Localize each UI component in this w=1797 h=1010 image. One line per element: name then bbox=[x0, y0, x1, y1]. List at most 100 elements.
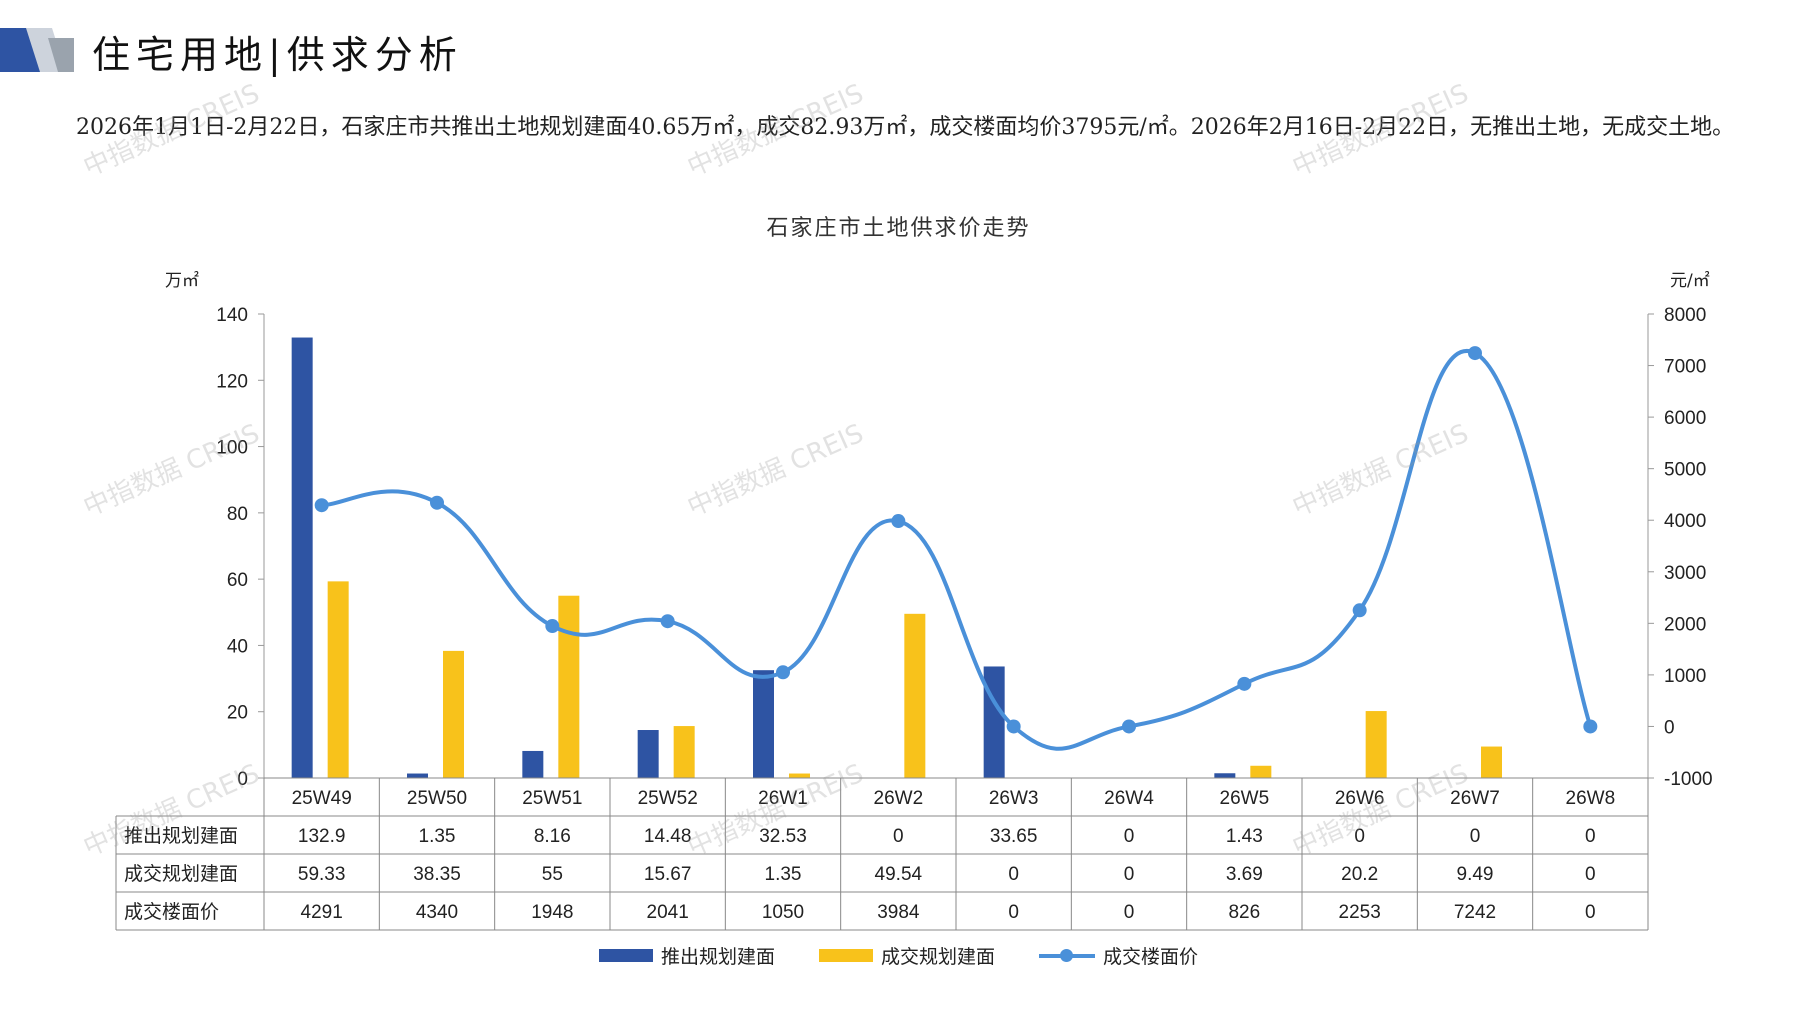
chart-title: 石家庄市土地供求价走势 bbox=[766, 216, 1031, 241]
legend-label-deal: 成交规划建面 bbox=[880, 946, 995, 968]
bar-supply bbox=[753, 670, 774, 778]
table-data-label: 0 bbox=[1008, 902, 1019, 923]
bar-supply bbox=[637, 730, 659, 778]
left-axis-tick-label: 20 bbox=[227, 703, 248, 724]
price-point bbox=[1468, 346, 1482, 361]
x-tick-label: 25W49 bbox=[292, 788, 352, 809]
legend-label-supply: 推出规划建面 bbox=[660, 946, 775, 968]
table-data-label: 4340 bbox=[416, 902, 458, 923]
legend-item-price: 成交楼面价 bbox=[1039, 942, 1198, 969]
x-tick-label: 25W50 bbox=[407, 788, 467, 809]
price-point bbox=[1122, 719, 1136, 734]
price-point bbox=[660, 614, 675, 629]
legend-item-supply: 推出规划建面 bbox=[598, 942, 775, 969]
table-data-label: 1.43 bbox=[1226, 826, 1263, 847]
table-data-label: 826 bbox=[1228, 902, 1260, 923]
left-axis-tick-label: 140 bbox=[216, 305, 248, 326]
table-data-label: 15.67 bbox=[644, 864, 692, 885]
chart-legend: 推出规划建面 成交规划建面 成交楼面价 bbox=[0, 942, 1797, 969]
legend-item-deal: 成交规划建面 bbox=[818, 942, 995, 969]
summary-text: 2026年1月1日-2月22日，石家庄市共推出土地规划建面40.65万㎡，成交8… bbox=[76, 115, 1735, 140]
right-axis-tick-label: -1000 bbox=[1664, 769, 1713, 790]
bar-deal bbox=[558, 595, 580, 778]
table-data-label: 7242 bbox=[1454, 902, 1496, 923]
left-axis-tick-label: 0 bbox=[237, 769, 248, 790]
table-data-label: 0 bbox=[1585, 902, 1596, 923]
table-data-label: 20.2 bbox=[1341, 864, 1378, 885]
right-axis-tick-label: 3000 bbox=[1664, 563, 1706, 584]
bar-deal bbox=[789, 773, 810, 778]
table-data-label: 8.16 bbox=[534, 826, 571, 847]
table-data-label: 0 bbox=[1585, 826, 1596, 847]
left-axis-tick-label: 80 bbox=[227, 504, 248, 525]
right-axis-tick-label: 8000 bbox=[1664, 305, 1706, 326]
table-data-label: 0 bbox=[1008, 864, 1019, 885]
bar-supply bbox=[983, 666, 1005, 778]
table-data-label: 3.69 bbox=[1226, 864, 1263, 885]
table-data-label: 2253 bbox=[1339, 902, 1381, 923]
legend-label-price: 成交楼面价 bbox=[1103, 946, 1199, 968]
right-axis-tick-label: 2000 bbox=[1664, 614, 1706, 635]
page-header: 住宅用地|供求分析 bbox=[0, 22, 900, 78]
bar-supply bbox=[291, 337, 313, 778]
x-tick-label: 26W4 bbox=[1104, 788, 1154, 809]
table-data-label: 0 bbox=[1124, 864, 1135, 885]
price-point bbox=[776, 665, 790, 680]
bar-deal bbox=[673, 726, 695, 778]
table-data-label: 14.48 bbox=[644, 826, 692, 847]
table-data-label: 32.53 bbox=[759, 826, 807, 847]
left-axis-unit: 万㎡ bbox=[165, 271, 199, 291]
table-data-label: 132.9 bbox=[298, 826, 346, 847]
x-tick-label: 26W2 bbox=[874, 788, 924, 809]
right-axis-tick-label: 4000 bbox=[1664, 511, 1706, 532]
table-data-label: 3984 bbox=[877, 902, 920, 923]
x-tick-label: 25W51 bbox=[522, 788, 582, 809]
table-row-label: 推出规划建面 bbox=[124, 825, 238, 847]
table-data-label: 55 bbox=[542, 864, 563, 885]
right-axis-tick-label: 1000 bbox=[1664, 666, 1706, 687]
table-data-label: 33.65 bbox=[990, 826, 1038, 847]
bar-deal bbox=[443, 650, 464, 778]
x-tick-label: 26W8 bbox=[1566, 788, 1616, 809]
bar-deal bbox=[1481, 746, 1502, 778]
bar-supply bbox=[522, 750, 544, 778]
price-point bbox=[545, 619, 560, 634]
table-data-label: 0 bbox=[893, 826, 904, 847]
price-line bbox=[321, 348, 1593, 751]
bar-supply bbox=[407, 773, 428, 778]
table-data-label: 4291 bbox=[301, 902, 343, 923]
right-axis-tick-label: 6000 bbox=[1664, 408, 1706, 429]
x-tick-label: 26W5 bbox=[1220, 788, 1270, 809]
left-axis-tick-label: 120 bbox=[216, 371, 248, 392]
right-axis-tick-label: 0 bbox=[1664, 717, 1675, 738]
table-data-label: 9.49 bbox=[1457, 864, 1494, 885]
bar-deal bbox=[327, 581, 349, 778]
table-data-label: 0 bbox=[1124, 826, 1135, 847]
price-point bbox=[430, 495, 444, 510]
legend-swatch-supply bbox=[598, 949, 653, 962]
table-data-label: 1.35 bbox=[765, 864, 802, 885]
table-data-label: 59.33 bbox=[298, 864, 346, 885]
table-data-label: 1050 bbox=[762, 902, 804, 923]
right-axis-tick-label: 7000 bbox=[1664, 357, 1706, 378]
table-data-label: 0 bbox=[1470, 826, 1481, 847]
price-point bbox=[314, 498, 329, 513]
table-data-label: 0 bbox=[1354, 826, 1365, 847]
table-data-label: 38.35 bbox=[413, 864, 461, 885]
bar-supply bbox=[1214, 773, 1236, 778]
x-tick-label: 26W3 bbox=[989, 788, 1039, 809]
left-axis-tick-label: 100 bbox=[216, 438, 248, 459]
logo-mark-icon bbox=[0, 28, 74, 72]
table-data-label: 1948 bbox=[531, 902, 573, 923]
price-point bbox=[1006, 719, 1021, 734]
table-data-label: 1.35 bbox=[419, 826, 456, 847]
bar-deal bbox=[1365, 711, 1387, 778]
price-point bbox=[1583, 719, 1598, 734]
table-data-label: 49.54 bbox=[875, 864, 923, 885]
x-tick-label: 25W52 bbox=[638, 788, 698, 809]
price-point bbox=[1237, 676, 1252, 691]
bar-deal bbox=[1250, 765, 1272, 778]
table-data-label: 0 bbox=[1585, 864, 1596, 885]
price-point bbox=[1352, 603, 1367, 618]
